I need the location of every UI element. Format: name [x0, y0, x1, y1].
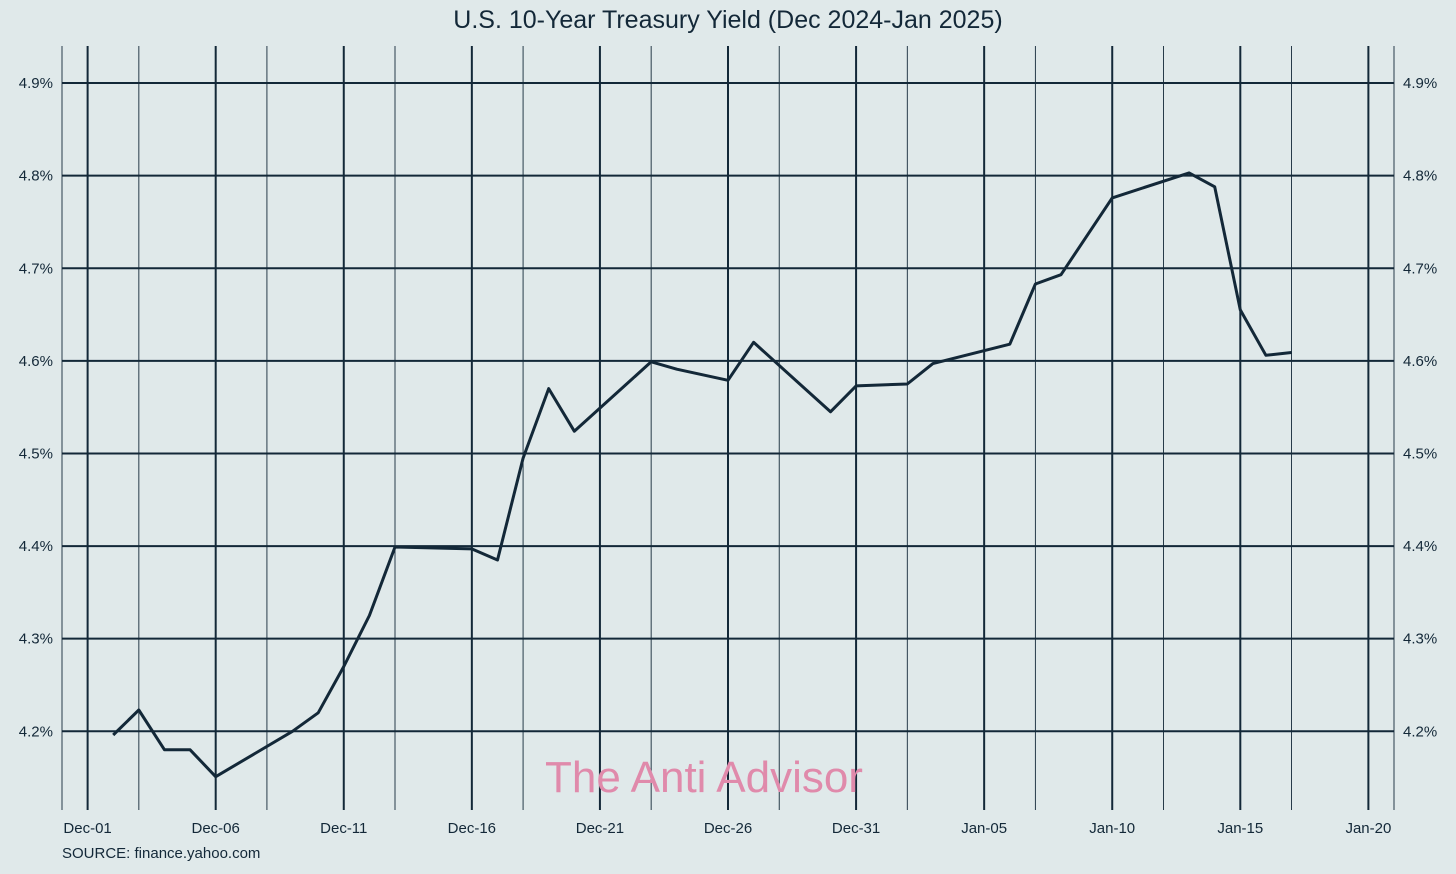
x-tick-label: Dec-21 — [576, 820, 624, 837]
x-tick-label: Dec-31 — [832, 820, 880, 837]
y-tick-label-right: 4.9% — [1403, 75, 1437, 92]
x-tick-label: Jan-20 — [1345, 820, 1391, 837]
x-axis-labels: Dec-01 Dec-06 Dec-11 Dec-16 Dec-21 Dec-26 Dec-… — [63, 820, 1391, 837]
x-tick-label: Jan-10 — [1089, 820, 1135, 837]
x-tick-label: Dec-11 — [320, 820, 367, 837]
minor-gridlines — [61, 46, 1395, 810]
yield-series-line — [112, 171, 1292, 779]
y-tick-label-right: 4.3% — [1403, 631, 1437, 648]
y-tick-label-left: 4.3% — [19, 631, 53, 648]
y-tick-label-right: 4.4% — [1403, 538, 1437, 555]
x-tick-label: Dec-26 — [704, 820, 752, 837]
y-tick-label-right: 4.5% — [1403, 445, 1437, 462]
y-axis-right-labels: 4.2% 4.3% 4.4% 4.5% 4.6% 4.7% 4.8% 4.9% — [1403, 75, 1437, 740]
y-tick-label-right: 4.2% — [1403, 723, 1437, 740]
y-axis-left-labels: 4.2% 4.3% 4.4% 4.5% 4.6% 4.7% 4.8% 4.9% — [19, 75, 53, 740]
y-tick-label-left: 4.5% — [19, 445, 53, 462]
major-gridlines — [62, 46, 1394, 810]
x-tick-label: Dec-06 — [192, 820, 240, 837]
y-tick-label-left: 4.2% — [19, 723, 53, 740]
y-tick-label-left: 4.9% — [19, 75, 53, 92]
y-tick-label-left: 4.7% — [19, 260, 53, 277]
x-tick-label: Jan-05 — [961, 820, 1007, 837]
y-tick-label-left: 4.8% — [19, 168, 53, 185]
y-tick-label-left: 4.4% — [19, 538, 53, 555]
watermark-text: The Anti Advisor — [545, 753, 863, 802]
y-tick-label-right: 4.7% — [1403, 260, 1437, 277]
chart-title: U.S. 10-Year Treasury Yield (Dec 2024-Ja… — [453, 6, 1003, 34]
y-tick-label-right: 4.6% — [1403, 353, 1437, 370]
series-group — [112, 171, 1292, 779]
x-tick-label: Jan-15 — [1217, 820, 1263, 837]
source-note: SOURCE: finance.yahoo.com — [62, 845, 261, 862]
x-tick-label: Dec-16 — [448, 820, 496, 837]
y-tick-label-right: 4.8% — [1403, 168, 1437, 185]
y-tick-label-left: 4.6% — [19, 353, 53, 370]
x-tick-label: Dec-01 — [63, 820, 111, 837]
